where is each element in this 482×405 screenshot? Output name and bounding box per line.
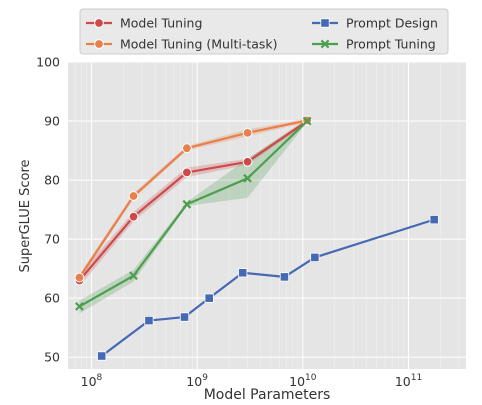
- legend-label: Model Tuning (Multi-task): [120, 37, 278, 52]
- y-tick-label: 90: [44, 114, 60, 129]
- prompt-design-point-1: [144, 315, 154, 326]
- model-tuning-multi-task-point-legend: [94, 39, 104, 49]
- model-tuning-point-2: [181, 167, 192, 178]
- y-tick-labels: 50 60 70 80 90 100: [36, 55, 60, 365]
- prompt-design-point-2: [179, 312, 190, 322]
- model-tuning-point-legend: [94, 18, 104, 28]
- y-tick-label: 50: [44, 350, 60, 365]
- prompt-design-point-legend: [320, 18, 330, 28]
- prompt-tuning-band: [79, 119, 308, 314]
- marker-stroke: [129, 271, 138, 281]
- legend-entry-prompt-design: Prompt Design: [312, 16, 438, 31]
- series-markers: [74, 115, 439, 361]
- prompt-tuning-point-0: [75, 302, 84, 311]
- model-tuning-point-1: [128, 211, 139, 222]
- model-tuning-multi-task-point-3: [242, 127, 253, 138]
- y-tick-label: 60: [44, 291, 60, 306]
- x-tick-label: 108: [81, 373, 103, 389]
- prompt-design-line: [101, 218, 435, 357]
- prompt-design-point-0: [97, 351, 107, 361]
- legend-entry-model-tuning-multi-task: Model Tuning (Multi-task): [86, 37, 278, 52]
- legend: Model Tuning Model Tuning (Multi-task) Pro…: [79, 8, 449, 55]
- y-tick-label: 80: [44, 173, 60, 188]
- y-tick-label: 100: [36, 55, 60, 70]
- model-tuning-point-3: [242, 156, 253, 167]
- legend-label: Model Tuning: [120, 16, 202, 31]
- legend-box: [79, 8, 449, 55]
- y-axis-label: SuperGLUE Score: [18, 159, 33, 272]
- x-tick-label: 1011: [395, 373, 422, 389]
- model-tuning-multi-task-point-0: [74, 272, 85, 283]
- legend-label: Prompt Tuning: [346, 37, 436, 52]
- x-tick-labels: 108 109 1010 1011: [81, 373, 423, 389]
- plot-area: [68, 62, 466, 369]
- legend-entry-model-tuning: Model Tuning: [86, 16, 202, 31]
- model-tuning-multi-task-point-2: [181, 143, 192, 154]
- prompt-design-point-5: [279, 272, 290, 282]
- prompt-tuning-point-3: [243, 173, 252, 183]
- prompt-tuning-point-2: [182, 199, 192, 209]
- marker-stroke: [182, 199, 192, 209]
- legend-entry-prompt-tuning: Prompt Tuning: [312, 37, 436, 52]
- marker-stroke: [302, 116, 312, 126]
- x-tick-label: 1010: [289, 373, 317, 389]
- marker-stroke: [320, 39, 330, 49]
- prompt-design-point-6: [310, 252, 320, 263]
- prompt-design-point-7: [429, 215, 439, 225]
- legend-label: Prompt Design: [346, 16, 438, 31]
- marker-stroke: [243, 173, 252, 183]
- prompt-design-point-4: [238, 268, 248, 278]
- prompt-tuning-point-1: [129, 271, 138, 281]
- prompt-tuning-point-4: [302, 116, 312, 126]
- x-axis-label: Model Parameters: [204, 387, 331, 403]
- marker-stroke: [75, 302, 84, 311]
- prompt-design-point-3: [204, 293, 214, 303]
- model-tuning-multi-task-point-1: [128, 191, 139, 201]
- x-tick-label: 109: [186, 373, 208, 389]
- y-tick-label: 70: [44, 232, 60, 247]
- prompt-tuning-point-legend: [320, 39, 330, 49]
